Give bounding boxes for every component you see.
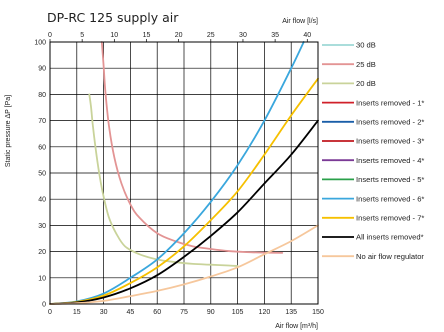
x-tick-label-7: 105: [232, 309, 244, 316]
x-axis-ticks: 0 15 30 45 60 75 90 105 120 135 150: [48, 309, 324, 316]
legend-label-1: 25 dB: [356, 60, 376, 69]
x-tick-label-8: 120: [259, 309, 271, 316]
series-line-11: [49, 224, 319, 305]
x2-tick-label-7: 35: [271, 32, 279, 39]
legend: 30 dB 25 dB 20 dB Inserts removed - 1* Inser…: [322, 41, 424, 261]
x2-tick-label-5: 25: [207, 32, 215, 39]
x-axis-label: Air flow [m³/h]: [275, 323, 318, 330]
legend-label-9: Inserts removed - 7*: [356, 214, 424, 223]
y-tick-label-3: 30: [38, 223, 46, 230]
legend-label-2: 20 dB: [356, 79, 376, 88]
chart-title: DP-RC 125 supply air: [47, 10, 179, 25]
legend-label-6: Inserts removed - 4*: [356, 156, 424, 165]
x2-axis-label: Air flow [l/s]: [282, 18, 318, 25]
legend-label-11: No air flow regulator: [356, 252, 424, 261]
legend-label-7: Inserts removed - 5*: [356, 175, 424, 184]
x2-tick-label-2: 10: [110, 32, 118, 39]
y-tick-label-1: 10: [38, 275, 46, 282]
x-tick-label-3: 45: [127, 309, 135, 316]
legend-label-3: Inserts removed - 1*: [356, 98, 424, 107]
legend-label-0: 30 dB: [356, 41, 376, 50]
x2-tick-label-0: 0: [48, 32, 52, 39]
x-tick-label-10: 150: [312, 309, 324, 316]
x-tick-label-5: 75: [180, 309, 188, 316]
plot-frame: [49, 41, 319, 305]
x2-tick-label-3: 15: [143, 32, 151, 39]
y-tick-label-10: 100: [34, 40, 46, 47]
y-tick-label-7: 70: [38, 118, 46, 125]
series-lines: [49, 41, 319, 305]
legend-label-8: Inserts removed - 6*: [356, 194, 424, 203]
y-tick-label-5: 50: [38, 171, 46, 178]
y-tick-label-9: 90: [38, 66, 46, 73]
series-line-10: [49, 119, 319, 305]
y-tick-label-4: 40: [38, 197, 46, 204]
y-tick-label-8: 80: [38, 92, 46, 99]
y-tick-label-2: 20: [38, 249, 46, 256]
y-tick-label-0: 0: [42, 302, 46, 309]
x2-tick-label-8: 40: [303, 32, 311, 39]
x-tick-label-0: 0: [48, 309, 52, 316]
series-line-9: [49, 77, 319, 305]
y-tick-label-6: 60: [38, 144, 46, 151]
grid: [50, 42, 318, 304]
x2-tick-label-4: 20: [175, 32, 183, 39]
x-tick-label-6: 90: [207, 309, 215, 316]
series-line-2: [88, 93, 239, 267]
x-tick-label-9: 135: [285, 309, 297, 316]
series-line-1: [100, 41, 284, 254]
x-tick-label-2: 30: [100, 309, 108, 316]
y-axis-ticks: 0 10 20 30 40 50 60 70 80 90 100: [34, 40, 46, 309]
legend-label-10: All inserts removed*: [356, 233, 424, 242]
x2-axis-ticks: 0 5 10 15 20 25 30 35 40: [48, 32, 311, 42]
legend-label-5: Inserts removed - 3*: [356, 137, 424, 146]
series-line-8: [49, 41, 305, 305]
x2-tick-label-6: 30: [239, 32, 247, 39]
y-axis-label: Static pressure ΔP [Pa]: [5, 95, 12, 167]
x2-tick-label-1: 5: [80, 32, 84, 39]
x-tick-label-4: 60: [153, 309, 161, 316]
legend-label-4: Inserts removed - 2*: [356, 118, 424, 127]
x-tick-label-1: 15: [73, 309, 81, 316]
